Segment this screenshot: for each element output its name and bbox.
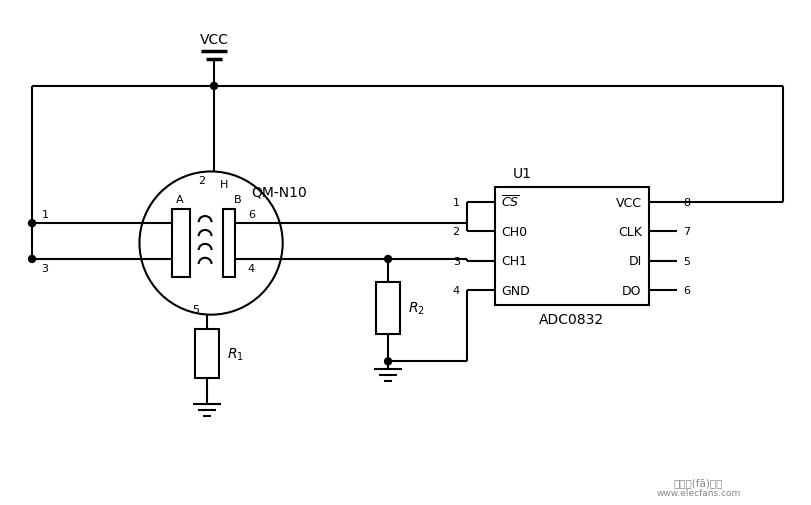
- Text: 4: 4: [452, 285, 459, 295]
- Circle shape: [210, 83, 217, 90]
- Text: U1: U1: [512, 167, 530, 181]
- Text: 6: 6: [683, 285, 689, 295]
- Circle shape: [28, 256, 36, 263]
- Bar: [222, 210, 235, 277]
- Text: VCC: VCC: [200, 33, 228, 47]
- Circle shape: [384, 358, 391, 365]
- Circle shape: [28, 220, 36, 227]
- Text: 6: 6: [247, 210, 255, 220]
- Text: 5: 5: [192, 304, 199, 314]
- Circle shape: [384, 256, 391, 263]
- Text: 電子發(fā)燒友: 電子發(fā)燒友: [673, 477, 722, 487]
- Text: CH0: CH0: [501, 225, 527, 238]
- Text: GND: GND: [501, 284, 530, 297]
- Text: CH1: CH1: [501, 255, 527, 268]
- Text: VCC: VCC: [615, 196, 641, 209]
- Bar: [494, 188, 648, 305]
- Text: $\overline{CS}$: $\overline{CS}$: [501, 195, 520, 211]
- Text: www.elecfans.com: www.elecfans.com: [655, 488, 740, 497]
- Text: 3: 3: [41, 264, 49, 273]
- Text: DO: DO: [621, 284, 641, 297]
- Text: B: B: [234, 195, 242, 205]
- Text: 1: 1: [453, 197, 459, 208]
- Text: 7: 7: [683, 227, 689, 237]
- Text: 1: 1: [41, 210, 49, 220]
- Text: $R_2$: $R_2$: [407, 300, 424, 316]
- Text: 4: 4: [247, 264, 255, 273]
- Text: 5: 5: [683, 256, 689, 266]
- Text: DI: DI: [628, 255, 641, 268]
- Text: ADC0832: ADC0832: [539, 312, 603, 326]
- Text: 2: 2: [198, 176, 205, 186]
- Text: A: A: [175, 195, 182, 205]
- Text: $R_1$: $R_1$: [227, 345, 243, 362]
- Text: H: H: [220, 180, 228, 190]
- Text: 2: 2: [452, 227, 459, 237]
- Bar: [172, 210, 190, 277]
- Text: 8: 8: [683, 197, 689, 208]
- Text: CLK: CLK: [617, 225, 641, 238]
- Bar: [195, 329, 219, 379]
- Bar: [375, 282, 400, 334]
- Text: 3: 3: [453, 256, 459, 266]
- Text: QM-N10: QM-N10: [251, 185, 307, 199]
